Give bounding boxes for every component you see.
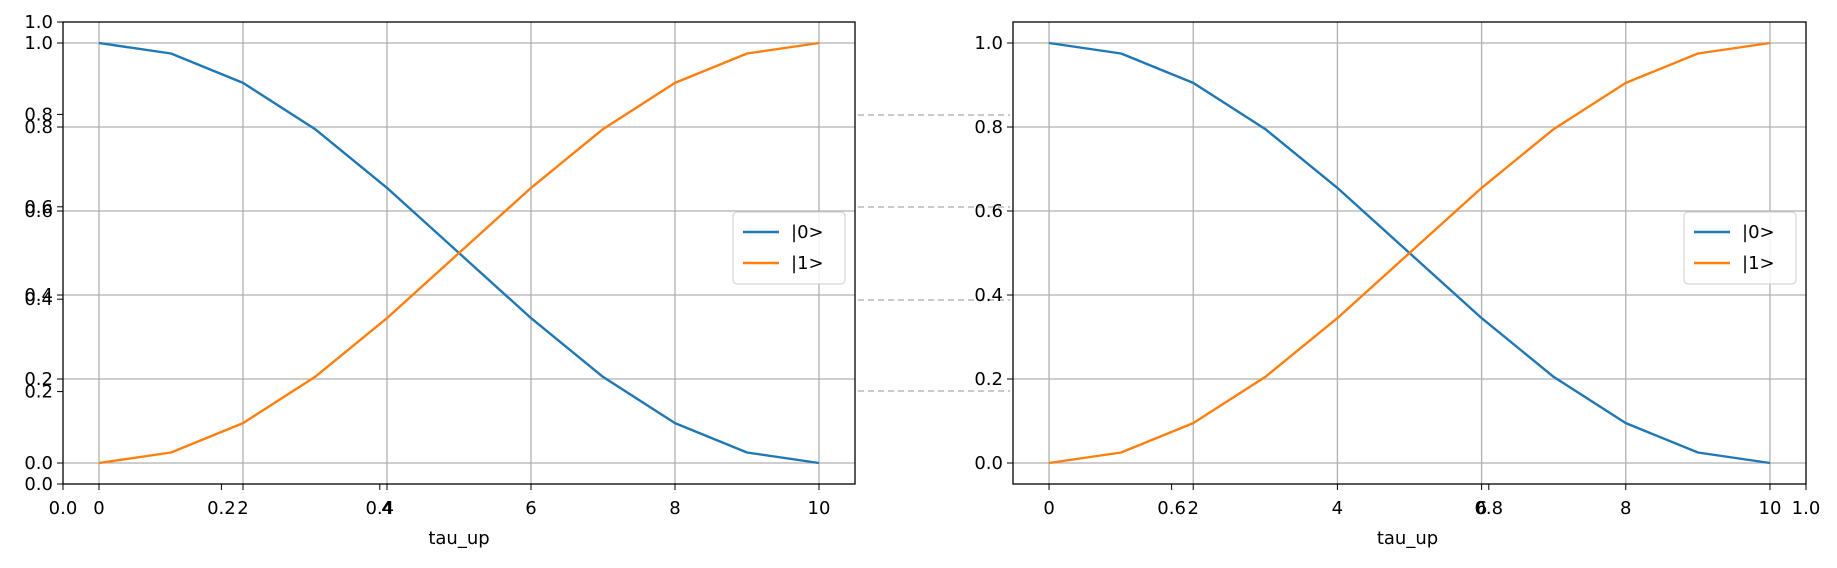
overlay-x-tick-label: 0.4 bbox=[365, 498, 394, 519]
y-tick-label: 0.4 bbox=[24, 285, 53, 306]
x-tick-label: 6 bbox=[1476, 498, 1487, 519]
chart-panel-2: 0.6 0.8 1.0 0 2 4 6 8 10 0.0 0.2 0.4 0.6 0.8 1.0 tau_up… bbox=[974, 21, 1821, 549]
x-tick-label: 8 bbox=[1620, 498, 1631, 519]
x-tick-label: 10 bbox=[808, 498, 831, 519]
axes-frame bbox=[62, 21, 856, 485]
x-tick-label: 4 bbox=[381, 498, 392, 519]
y-tick-label: 0.4 bbox=[974, 285, 1003, 306]
legend: |0>|1> bbox=[1683, 211, 1797, 285]
x-axis-label: tau_up bbox=[428, 528, 489, 549]
legend-label: |1> bbox=[791, 253, 824, 274]
x-tick-label: 4 bbox=[1332, 498, 1343, 519]
y-tick-label: 0.6 bbox=[974, 201, 1003, 222]
x-tick-label: 0 bbox=[93, 498, 104, 519]
overlay-y-tick-label: 0.4 bbox=[24, 289, 53, 310]
overlay-y-tick-label: 0.6 bbox=[24, 197, 53, 218]
legend-label: |0> bbox=[791, 222, 824, 243]
overlay-x-tick-label: 0.8 bbox=[1474, 498, 1503, 519]
legend-label: |0> bbox=[1742, 222, 1775, 243]
y-tick-label: 0.2 bbox=[974, 369, 1003, 390]
overlay-y-tick-label: 0.2 bbox=[24, 382, 53, 403]
x-tick-label: 8 bbox=[669, 498, 680, 519]
axes-frame bbox=[1012, 21, 1807, 485]
legend-label: |1> bbox=[1742, 253, 1775, 274]
x-axis-label: tau_up bbox=[1377, 528, 1438, 549]
y-tick-label: 0.2 bbox=[24, 369, 53, 390]
overlay-x-tick-label: 1.0 bbox=[1792, 498, 1821, 519]
y-tick-label: 0.0 bbox=[974, 453, 1003, 474]
series-line-ket1 bbox=[1048, 41, 1771, 465]
overlay-y-tick-label: 0.8 bbox=[24, 104, 53, 125]
x-tick-label: 0 bbox=[1043, 498, 1054, 519]
x-tick-label: 10 bbox=[1759, 498, 1782, 519]
overlay-y-tick-label: 0.0 bbox=[24, 474, 53, 495]
legend-box bbox=[1683, 211, 1797, 285]
y-tick-label: 1.0 bbox=[24, 33, 53, 54]
legend-box bbox=[732, 211, 846, 285]
x-tick-label: 2 bbox=[1188, 498, 1199, 519]
series-line-ket1 bbox=[98, 41, 820, 465]
legend: |0>|1> bbox=[732, 211, 846, 285]
overlay-y-tick-label: 1.0 bbox=[24, 12, 53, 33]
overlay-x-tick-label: 0.6 bbox=[1157, 498, 1186, 519]
y-tick-label: 0.8 bbox=[974, 117, 1003, 138]
x-tick-label: 6 bbox=[525, 498, 536, 519]
y-tick-label: 0.8 bbox=[24, 117, 53, 138]
y-tick-label: 1.0 bbox=[974, 33, 1003, 54]
chart-panel-1: 0.0 0.2 0.4 0.0 0.2 0.4 0.6 0.8 1.0 0 2 4 6 8 10 0.0 0.2… bbox=[24, 12, 856, 549]
y-tick-label: 0.6 bbox=[24, 201, 53, 222]
y-tick-label: 0.0 bbox=[24, 453, 53, 474]
x-tick-label: 2 bbox=[237, 498, 248, 519]
overlay-x-tick-label: 0.0 bbox=[49, 498, 78, 519]
overlay-x-tick-label: 0.2 bbox=[207, 498, 236, 519]
